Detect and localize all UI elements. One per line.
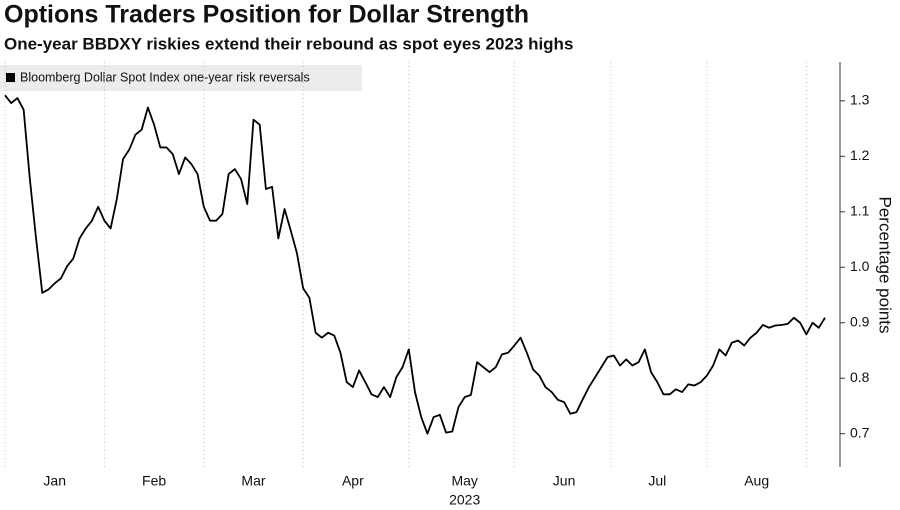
chart-title: Options Traders Position for Dollar Stre…: [4, 1, 529, 29]
x-tick-label: Aug: [744, 473, 769, 489]
legend-label: Bloomberg Dollar Spot Index one-year ris…: [20, 70, 310, 84]
x-axis-label: 2023: [449, 492, 480, 508]
legend-swatch: [6, 73, 15, 82]
x-tick-label: Feb: [142, 473, 166, 489]
legend-box: [0, 65, 362, 91]
y-tick-label: 1.2: [850, 147, 870, 163]
x-tick-label: May: [451, 473, 477, 489]
x-tick-label: Jul: [648, 473, 666, 489]
chart-subtitle: One-year BBDXY riskies extend their rebo…: [4, 34, 573, 53]
y-tick-label: 0.8: [850, 369, 870, 385]
y-tick-label: 0.7: [850, 424, 870, 440]
x-tick-label: Apr: [342, 473, 364, 489]
x-tick-label: Jun: [553, 473, 576, 489]
y-tick-label: 1.0: [850, 258, 870, 274]
y-tick-label: 1.3: [850, 92, 870, 108]
x-tick-label: Mar: [241, 473, 265, 489]
y-axis-label: Percentage points: [876, 196, 895, 333]
line-series: [4, 94, 826, 435]
y-tick-label: 1.1: [850, 202, 870, 218]
x-tick-label: Jan: [43, 473, 66, 489]
y-tick-label: 0.9: [850, 313, 870, 329]
